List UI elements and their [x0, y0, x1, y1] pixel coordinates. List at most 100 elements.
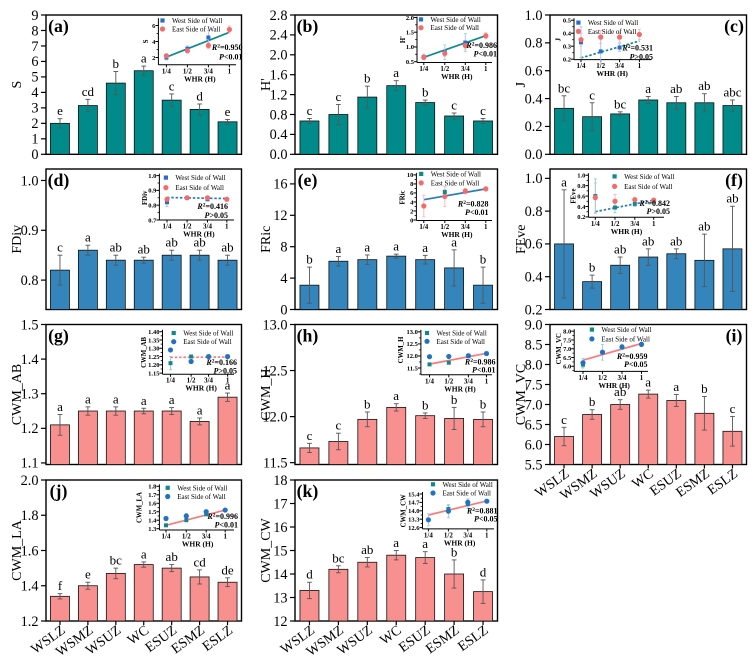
svg-text:ab: ab — [642, 233, 654, 248]
svg-text:1.6: 1.6 — [270, 68, 288, 84]
svg-text:bc: bc — [614, 96, 627, 111]
svg-text:WHR (H): WHR (H) — [598, 381, 630, 390]
svg-text:0.4: 0.4 — [525, 91, 543, 107]
svg-text:ab: ab — [698, 219, 710, 234]
svg-text:R2=0.416: R2=0.416 — [196, 202, 228, 211]
svg-text:12.6: 12.6 — [408, 525, 420, 532]
svg-text:East Side of Wall: East Side of Wall — [624, 183, 673, 191]
svg-text:c: c — [307, 428, 313, 443]
svg-text:1.5: 1.5 — [406, 30, 415, 37]
svg-text:West Side of Wall: West Side of Wall — [588, 19, 638, 27]
svg-text:R2=0.959: R2=0.959 — [616, 352, 648, 361]
svg-text:(i): (i) — [726, 325, 743, 346]
svg-text:12.0: 12.0 — [407, 353, 418, 360]
svg-text:de: de — [221, 562, 234, 577]
svg-text:7.5: 7.5 — [525, 377, 543, 393]
svg-text:P<0.01: P<0.01 — [474, 50, 497, 59]
svg-text:1.25: 1.25 — [148, 354, 160, 361]
svg-text:1/2: 1/2 — [440, 65, 449, 73]
svg-text:1: 1 — [484, 223, 488, 231]
svg-text:3/4: 3/4 — [461, 223, 470, 231]
svg-text:P<0.01: P<0.01 — [215, 521, 238, 530]
svg-text:5: 5 — [31, 70, 38, 86]
svg-text:0.0: 0.0 — [525, 147, 543, 163]
svg-text:0.4: 0.4 — [270, 127, 288, 143]
svg-text:J: J — [556, 37, 563, 41]
svg-text:1.8: 1.8 — [148, 484, 157, 491]
svg-text:a: a — [85, 391, 91, 406]
svg-text:ab: ab — [698, 78, 710, 93]
svg-text:11.5: 11.5 — [263, 456, 288, 472]
svg-text:bc: bc — [558, 80, 571, 95]
svg-text:P<0.01: P<0.01 — [465, 208, 488, 217]
svg-text:13.3: 13.3 — [408, 517, 420, 524]
svg-text:1/4: 1/4 — [163, 223, 172, 231]
svg-text:1.3: 1.3 — [148, 526, 157, 533]
svg-text:7.0: 7.0 — [525, 397, 543, 413]
svg-text:a: a — [393, 65, 399, 80]
svg-text:1.4: 1.4 — [148, 518, 157, 525]
svg-text:c: c — [730, 401, 736, 416]
svg-text:0.2: 0.2 — [525, 302, 543, 318]
svg-text:S: S — [143, 39, 150, 43]
svg-text:(a): (a) — [48, 16, 69, 37]
svg-text:1.20: 1.20 — [148, 362, 159, 369]
svg-text:d: d — [306, 567, 313, 582]
svg-text:8.0: 8.0 — [563, 329, 571, 336]
svg-text:a: a — [673, 379, 679, 394]
svg-text:ab: ab — [193, 235, 205, 250]
svg-text:0.2: 0.2 — [577, 214, 585, 221]
svg-text:East Side of Wall: East Side of Wall — [175, 184, 224, 192]
svg-text:East Side of Wall: East Side of Wall — [437, 338, 486, 346]
svg-text:1.2: 1.2 — [21, 421, 39, 437]
svg-text:4: 4 — [31, 85, 38, 101]
svg-text:FRic: FRic — [400, 190, 407, 204]
svg-text:1.4: 1.4 — [21, 352, 39, 368]
svg-text:ab: ab — [361, 542, 373, 557]
svg-text:6.5: 6.5 — [563, 355, 572, 362]
svg-text:b: b — [451, 544, 458, 559]
svg-text:West Side of Wall: West Side of Wall — [172, 17, 222, 25]
svg-text:13.0: 13.0 — [407, 329, 418, 336]
svg-text:a: a — [645, 375, 651, 390]
svg-text:1: 1 — [652, 220, 656, 228]
svg-text:cd: cd — [193, 554, 206, 569]
svg-text:1/4: 1/4 — [166, 377, 175, 385]
svg-text:3: 3 — [31, 101, 38, 117]
svg-text:1.7: 1.7 — [148, 492, 157, 499]
svg-text:WHR (H): WHR (H) — [185, 384, 217, 393]
svg-text:0.6: 0.6 — [577, 193, 586, 200]
svg-text:cd: cd — [82, 84, 95, 99]
svg-text:1/4: 1/4 — [162, 67, 171, 75]
svg-text:ab: ab — [110, 240, 122, 255]
svg-text:a: a — [141, 51, 147, 66]
svg-text:R2=0.950: R2=0.950 — [211, 43, 243, 52]
svg-text:ab: ab — [726, 191, 738, 206]
svg-text:WHR (H): WHR (H) — [611, 227, 643, 236]
svg-text:ab: ab — [670, 233, 682, 248]
svg-text:8: 8 — [410, 181, 414, 188]
svg-text:1/4: 1/4 — [579, 374, 588, 382]
svg-text:WHR (H): WHR (H) — [184, 74, 216, 83]
svg-text:West Side of Wall: West Side of Wall — [437, 330, 487, 338]
svg-text:ab: ab — [614, 384, 626, 399]
svg-text:S: S — [10, 81, 25, 89]
svg-text:(j): (j) — [50, 481, 68, 502]
svg-text:8: 8 — [31, 23, 38, 39]
svg-text:c: c — [561, 412, 567, 427]
svg-text:East Side of Wall: East Side of Wall — [177, 493, 226, 501]
svg-text:7: 7 — [31, 39, 38, 55]
svg-text:1.0: 1.0 — [406, 44, 414, 51]
svg-text:P<0.05: P<0.05 — [474, 515, 497, 524]
svg-text:a: a — [393, 388, 399, 403]
svg-text:2.8: 2.8 — [270, 8, 288, 24]
svg-text:1/4: 1/4 — [591, 220, 600, 228]
svg-text:16: 16 — [273, 177, 287, 193]
svg-text:3/4: 3/4 — [464, 377, 473, 385]
svg-text:7.5: 7.5 — [563, 337, 572, 344]
svg-text:c: c — [451, 98, 457, 113]
svg-text:CWM_VC: CWM_VC — [556, 333, 563, 364]
svg-text:ab: ab — [221, 240, 233, 255]
svg-text:abc: abc — [723, 85, 741, 100]
svg-text:1/2: 1/2 — [444, 531, 453, 539]
